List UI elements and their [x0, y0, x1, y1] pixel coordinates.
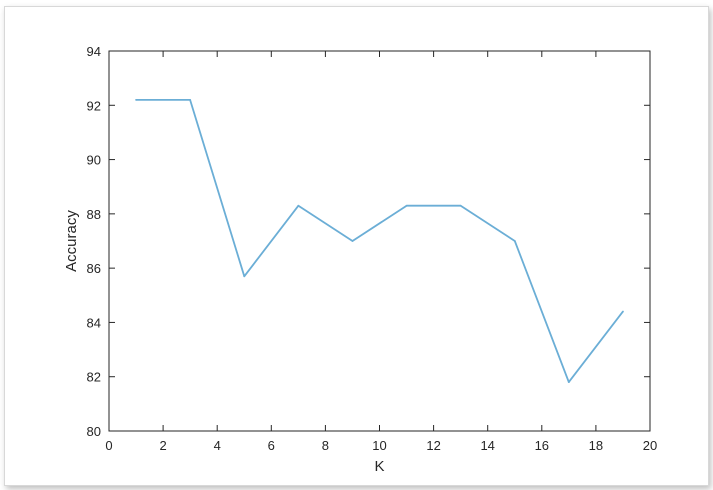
x-tick-label: 2 — [159, 438, 166, 453]
x-tick-label: 0 — [105, 438, 112, 453]
y-axis-ticks: 80 82 84 86 88 90 92 94 — [87, 44, 650, 439]
y-tick-label: 82 — [87, 370, 101, 385]
y-tick-label: 90 — [87, 153, 101, 168]
data-point — [189, 98, 192, 101]
data-point — [567, 381, 570, 384]
x-tick-label: 20 — [643, 438, 657, 453]
y-tick-label: 86 — [87, 261, 101, 276]
x-tick-label: 16 — [535, 438, 549, 453]
data-point — [135, 98, 137, 101]
y-tick-label: 88 — [87, 207, 101, 222]
x-tick-label: 18 — [589, 438, 603, 453]
x-tick-label: 10 — [372, 438, 386, 453]
y-axis-label: Accuracy — [63, 210, 80, 272]
x-tick-label: 12 — [426, 438, 440, 453]
data-point — [405, 204, 408, 207]
y-tick-label: 80 — [87, 424, 101, 439]
plot-area — [108, 50, 651, 432]
series-layer — [135, 98, 624, 384]
x-tick-label: 14 — [480, 438, 494, 453]
data-point — [622, 310, 624, 313]
x-tick-label: 6 — [268, 438, 275, 453]
data-point — [297, 204, 300, 207]
x-tick-label: 8 — [322, 438, 329, 453]
y-tick-label: 92 — [87, 98, 101, 113]
data-point — [459, 204, 462, 207]
x-axis-label: K — [374, 458, 384, 475]
data-point — [243, 275, 246, 278]
data-point — [513, 240, 516, 242]
y-tick-label: 84 — [87, 315, 101, 330]
series-line — [136, 99, 624, 384]
y-tick-label: 94 — [87, 44, 101, 59]
x-tick-label: 4 — [214, 438, 221, 453]
x-axis-ticks: 0 2 4 6 8 10 12 14 16 18 20 — [105, 51, 657, 453]
data-point — [351, 240, 354, 242]
